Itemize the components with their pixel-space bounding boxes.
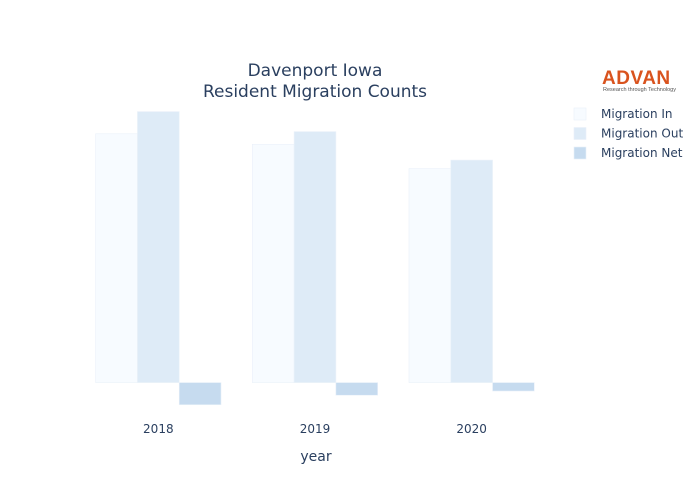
legend-label: Migration Out <box>601 127 683 141</box>
bar-migration-net-2020[interactable] <box>492 382 535 392</box>
legend-swatch <box>573 146 587 160</box>
bar-migration-out-2020[interactable] <box>450 159 493 383</box>
plot-area <box>95 111 535 406</box>
legend-item-migration-out[interactable]: Migration Out <box>573 127 683 141</box>
chart-title-line-2: Resident Migration Counts <box>203 82 427 102</box>
bar-migration-out-2018[interactable] <box>137 111 180 383</box>
legend-swatch <box>573 107 587 121</box>
bar-migration-in-2019[interactable] <box>252 143 295 383</box>
legend[interactable]: Migration In Migration Out Migration Net <box>573 107 683 160</box>
bar-migration-net-2019[interactable] <box>335 382 378 396</box>
bar-migration-in-2020[interactable] <box>408 168 452 383</box>
legend-swatch <box>573 127 587 140</box>
chart-title-line-1: Davenport Iowa <box>248 61 383 81</box>
bar-migration-in-2018[interactable] <box>95 133 138 383</box>
advan-logo: ADVAN Research through Technology <box>602 68 676 93</box>
x-tick-label-2019: 2019 <box>300 422 331 436</box>
chart-title: Davenport Iowa Resident Migration Counts <box>203 61 427 102</box>
x-axis-ticks: 2018 2019 2020 <box>143 422 487 436</box>
legend-item-migration-in[interactable]: Migration In <box>573 107 673 121</box>
legend-item-migration-net[interactable]: Migration Net <box>573 146 683 160</box>
x-tick-label-2020: 2020 <box>456 422 487 436</box>
legend-label: Migration Net <box>601 146 683 160</box>
logo-tagline: Research through Technology <box>603 87 676 93</box>
logo-wordmark: ADVAN <box>602 68 671 89</box>
x-tick-label-2018: 2018 <box>143 422 174 436</box>
legend-label: Migration In <box>601 107 673 121</box>
bar-migration-out-2019[interactable] <box>293 131 337 383</box>
x-axis-title: year <box>300 449 331 465</box>
bar-migration-net-2018[interactable] <box>178 382 222 406</box>
